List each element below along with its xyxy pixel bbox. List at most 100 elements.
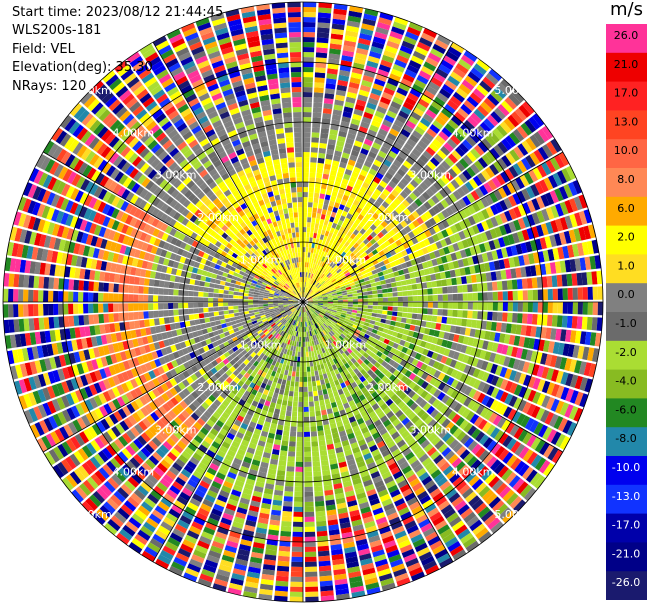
velocity-bin	[251, 416, 259, 424]
velocity-bin	[330, 342, 336, 348]
velocity-bin	[433, 454, 444, 465]
velocity-bin	[447, 410, 457, 421]
velocity-bin	[452, 293, 458, 301]
velocity-bin	[379, 192, 388, 201]
velocity-bin	[268, 327, 274, 333]
velocity-bin	[370, 255, 377, 262]
velocity-bin	[421, 457, 432, 467]
velocity-bin	[99, 368, 107, 379]
velocity-bin	[400, 511, 412, 521]
velocity-bin	[312, 274, 315, 280]
velocity-bin	[171, 561, 185, 572]
velocity-bin	[305, 596, 319, 602]
velocity-bin	[417, 435, 427, 445]
velocity-bin	[414, 486, 426, 496]
velocity-bin	[464, 266, 471, 275]
velocity-bin	[270, 348, 276, 354]
velocity-bin	[351, 590, 366, 598]
velocity-bin	[469, 265, 476, 275]
velocity-bin	[329, 261, 335, 267]
velocity-bin	[210, 367, 218, 375]
velocity-bin	[369, 498, 380, 506]
velocity-bin	[328, 417, 336, 425]
velocity-bin	[305, 306, 309, 311]
velocity-bin	[321, 240, 326, 246]
velocity-bin	[380, 254, 388, 261]
velocity-bin	[143, 372, 152, 382]
velocity-bin	[239, 465, 249, 474]
velocity-bin	[194, 489, 206, 498]
velocity-bin	[154, 408, 164, 419]
velocity-bin	[270, 423, 277, 430]
velocity-bin	[318, 327, 323, 333]
velocity-bin	[445, 227, 454, 236]
velocity-bin	[402, 73, 415, 83]
velocity-bin	[286, 310, 291, 314]
velocity-bin	[238, 544, 251, 552]
velocity-bin	[327, 305, 333, 308]
velocity-bin	[262, 348, 268, 355]
velocity-bin	[85, 497, 98, 511]
velocity-bin	[246, 397, 254, 405]
velocity-bin	[350, 118, 361, 126]
velocity-bin	[473, 379, 482, 390]
velocity-bin	[462, 169, 472, 181]
velocity-bin	[208, 394, 216, 403]
velocity-bin	[303, 192, 308, 198]
velocity-bin	[37, 389, 47, 403]
velocity-bin	[288, 318, 293, 323]
velocity-bin	[360, 121, 370, 129]
velocity-bin	[547, 302, 553, 314]
velocity-bin	[417, 346, 425, 354]
velocity-bin	[366, 530, 379, 539]
velocity-bin	[325, 312, 331, 316]
velocity-bin	[371, 449, 381, 457]
velocity-bin	[404, 492, 416, 502]
velocity-bin	[473, 63, 487, 76]
velocity-bin	[315, 328, 319, 334]
velocity-bin	[365, 283, 372, 288]
velocity-bin	[281, 379, 287, 386]
velocity-bin	[563, 230, 572, 244]
velocity-bin	[230, 352, 237, 359]
velocity-bin	[206, 327, 213, 333]
velocity-bin	[166, 423, 176, 433]
velocity-bin	[528, 116, 541, 130]
velocity-bin	[381, 228, 388, 236]
velocity-bin	[307, 302, 313, 304]
velocity-bin	[394, 276, 401, 282]
velocity-bin	[465, 410, 475, 422]
velocity-bin	[373, 554, 387, 563]
velocity-bin	[264, 330, 270, 336]
velocity-bin	[507, 291, 513, 301]
velocity-bin	[306, 222, 311, 228]
velocity-bin	[258, 387, 265, 394]
velocity-bin	[507, 195, 517, 207]
velocity-bin	[313, 258, 317, 264]
velocity-bin	[367, 291, 373, 295]
velocity-bin	[374, 480, 385, 489]
velocity-bin	[315, 515, 326, 522]
velocity-bin	[424, 210, 433, 220]
velocity-bin	[361, 251, 368, 258]
velocity-bin	[431, 195, 440, 204]
velocity-bin	[290, 307, 295, 311]
velocity-bin	[310, 308, 315, 313]
velocity-bin	[488, 261, 496, 271]
velocity-bin	[126, 369, 134, 380]
velocity-bin	[281, 347, 286, 354]
velocity-bin	[372, 259, 379, 266]
velocity-bin	[436, 338, 444, 346]
velocity-bin	[401, 346, 409, 354]
velocity-bin	[391, 282, 397, 288]
velocity-bin	[203, 333, 210, 340]
velocity-bin	[303, 292, 305, 298]
velocity-bin	[312, 122, 321, 128]
velocity-bin	[380, 163, 390, 172]
velocity-bin	[315, 282, 320, 287]
velocity-bin	[354, 319, 361, 324]
velocity-bin	[259, 312, 265, 316]
velocity-bin	[197, 330, 204, 336]
velocity-bin	[209, 485, 220, 494]
velocity-bin	[367, 423, 376, 431]
